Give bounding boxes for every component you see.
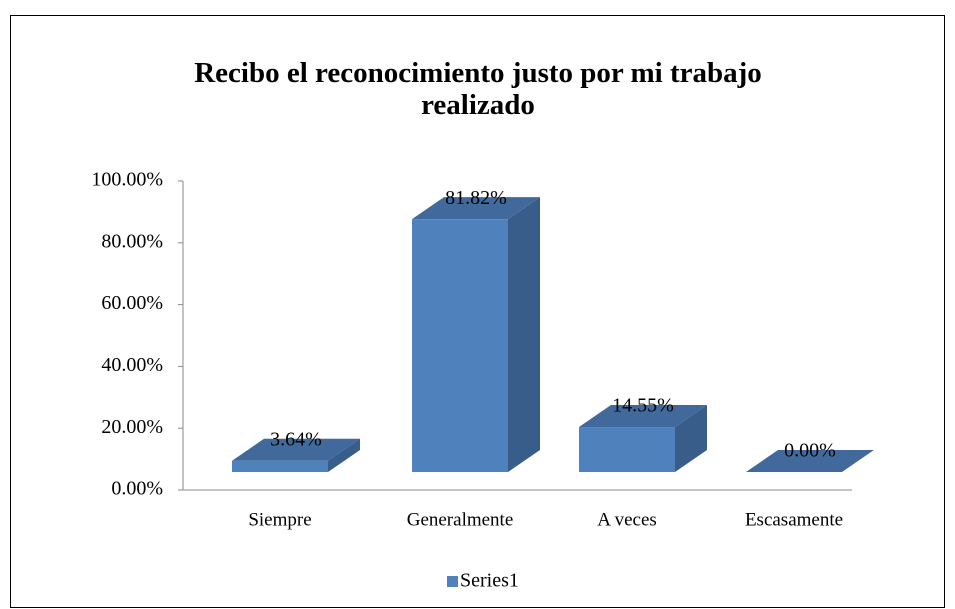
bar <box>232 438 360 472</box>
y-tick-label: 100.00% <box>91 169 163 191</box>
bar-front <box>232 460 328 472</box>
data-label: 81.82% <box>445 187 507 209</box>
bar <box>746 450 874 472</box>
bar-side <box>508 197 540 472</box>
bar <box>579 405 707 472</box>
bar-front <box>579 427 675 472</box>
legend-label: Series1 <box>460 570 519 592</box>
data-label: 14.55% <box>612 395 674 417</box>
x-tick-label: Generalmente <box>407 509 514 530</box>
y-tick-label: 80.00% <box>101 230 163 252</box>
bar <box>412 197 540 472</box>
bar-side <box>328 438 360 472</box>
y-tick-label: 0.00% <box>111 478 163 500</box>
legend-swatch <box>447 576 458 587</box>
bar-front <box>412 219 508 472</box>
data-label: 0.00% <box>784 440 836 462</box>
x-tick-label: A veces <box>597 509 657 530</box>
y-tick-label: 20.00% <box>101 416 163 438</box>
bar-top <box>746 450 874 472</box>
bar-top <box>232 438 360 461</box>
bar-side <box>675 405 707 472</box>
bar-top <box>579 405 707 428</box>
chart-title: Recibo el reconocimiento justo por mi tr… <box>194 57 762 121</box>
data-label: 3.64% <box>270 428 322 450</box>
x-tick-label: Escasamente <box>745 509 843 530</box>
x-tick-label: Siempre <box>248 509 311 530</box>
bar-top <box>412 197 540 220</box>
y-tick-label: 40.00% <box>101 354 163 376</box>
y-tick-label: 60.00% <box>101 292 163 314</box>
